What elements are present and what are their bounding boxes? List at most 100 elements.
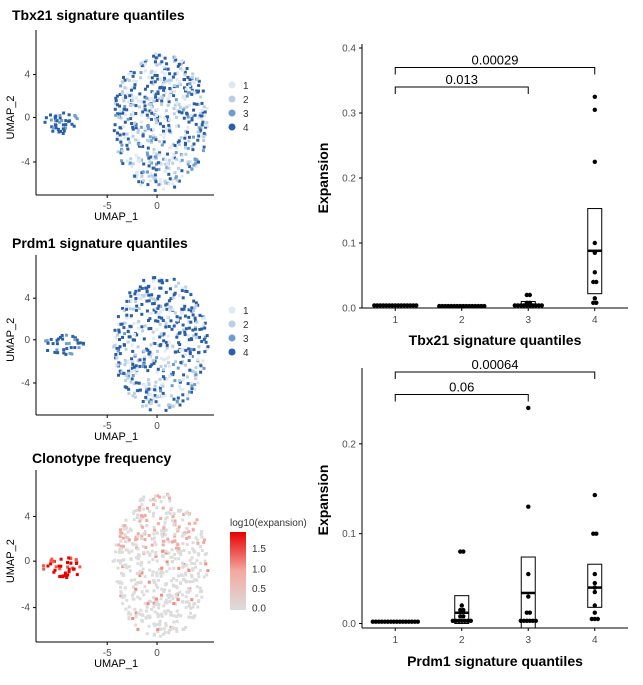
legend-label: 4 (243, 348, 249, 359)
umap-cell-point (151, 174, 154, 178)
umap-cell-point (189, 114, 193, 118)
umap-cell-point (125, 304, 129, 308)
umap-cell-point (131, 374, 135, 377)
umap-cell-point (153, 117, 157, 121)
umap-cell-point (119, 590, 123, 594)
umap-cell-point (123, 524, 127, 528)
umap-cell-point (164, 109, 168, 113)
umap-cell-point (140, 64, 144, 68)
umap-cell-point (168, 589, 171, 593)
umap-cell-point (155, 356, 159, 360)
umap-cell-point (112, 345, 116, 349)
umap-cell-point (173, 291, 177, 295)
umap-cell-point (189, 355, 193, 359)
umap-cell-point (171, 515, 175, 519)
umap-cell-point (150, 69, 154, 73)
umap-cell-point (184, 348, 188, 352)
umap-cell-point (124, 361, 128, 364)
umap-cell-point (185, 67, 189, 70)
umap-cell-point (178, 316, 182, 320)
umap-cell-point (147, 293, 151, 297)
umap-cell-point (164, 624, 168, 628)
umap-cell-point (131, 541, 135, 545)
umap-cell-point (61, 127, 65, 131)
umap-cell-point (64, 126, 68, 130)
umap-cell-point (177, 102, 181, 106)
umap-cell-point (164, 325, 168, 329)
umap-cell-point (121, 335, 124, 339)
umap-cell-point (152, 297, 156, 301)
umap-cell-point (163, 67, 167, 71)
umap-cell-point (61, 575, 65, 579)
umap-cell-point (183, 70, 187, 74)
umap-cell-point (153, 384, 157, 388)
umap-cell-point (177, 139, 181, 143)
umap-plot-3: 40-4-5 0UMAP_1UMAP_2log10(expansion)1.51.… (5, 470, 307, 670)
umap-cell-point (159, 86, 163, 89)
umap-cell-point (142, 278, 146, 282)
umap-cell-point (163, 72, 167, 76)
umap-cell-point (172, 577, 175, 580)
umap-cell-point (145, 524, 149, 527)
umap-cell-point (58, 120, 62, 124)
umap-cell-point (120, 322, 124, 326)
umap-cell-point (189, 347, 193, 351)
umap-cell-point (192, 614, 196, 618)
umap-cell-point (169, 90, 172, 94)
umap-cell-point (69, 561, 73, 565)
umap-cell-point (153, 394, 157, 398)
legend-swatch (228, 306, 236, 314)
umap-cell-point (186, 75, 190, 79)
umap-cell-point (124, 518, 128, 522)
umap-cell-point (169, 610, 173, 614)
umap-cell-point (194, 161, 198, 165)
p-value-label: 0.013 (445, 72, 478, 87)
umap-cell-point (52, 126, 55, 130)
umap-cell-point (149, 398, 153, 402)
umap-cell-point (163, 631, 167, 634)
umap-cell-point (172, 397, 176, 401)
umap-cell-point (162, 526, 166, 530)
umap-cell-point (155, 152, 159, 156)
umap-cell-point (164, 158, 168, 162)
umap-cell-point (166, 162, 170, 166)
umap-cell-point (195, 518, 199, 522)
umap-cell-point (147, 102, 151, 106)
umap-cell-point (181, 308, 184, 312)
umap-cell-point (145, 290, 149, 294)
legend-swatch (228, 334, 236, 342)
umap-cell-point (151, 558, 155, 561)
umap-cell-point (162, 80, 166, 84)
umap-cell-point (177, 341, 181, 345)
umap-cell-point (200, 123, 204, 127)
umap-cell-point (188, 558, 192, 562)
umap-cell-point (166, 493, 170, 497)
umap-cell-point (137, 293, 141, 296)
umap-cell-point (125, 299, 129, 303)
umap-cell-point (177, 551, 181, 555)
umap-cell-point (195, 594, 199, 598)
umap-cell-point (143, 104, 147, 108)
umap-cell-point (136, 557, 140, 561)
umap-cell-point (164, 79, 168, 83)
data-point (461, 549, 466, 554)
umap-cell-point (168, 599, 172, 603)
umap-cell-point (162, 532, 166, 536)
umap-cell-point (157, 567, 161, 571)
umap-cell-point (118, 345, 122, 349)
umap-cell-point (128, 569, 132, 573)
umap-cell-point (169, 372, 173, 376)
umap-cell-point (155, 559, 159, 563)
umap-cell-point (122, 75, 125, 79)
umap-cell-point (198, 586, 202, 590)
umap-cell-point (133, 174, 137, 178)
umap-cell-point (149, 600, 153, 604)
umap-cell-point (144, 616, 148, 620)
umap-cell-point (201, 323, 205, 327)
umap-cell-point (188, 84, 192, 88)
umap-cell-point (191, 148, 195, 152)
umap-cell-point (158, 77, 162, 81)
umap-cell-point (152, 133, 155, 137)
umap-cell-point (147, 327, 151, 331)
umap-cell-point (164, 511, 168, 515)
